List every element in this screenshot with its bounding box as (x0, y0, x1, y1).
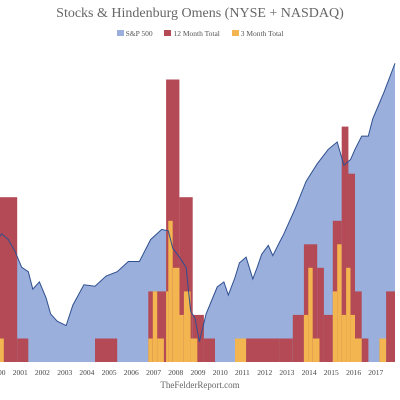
chart-title: Stocks & Hindenburg Omens (NYSE + NASDAQ… (56, 6, 344, 21)
x-tick-label: 2011 (235, 368, 250, 377)
legend-item-3-month: 3 Month Total (231, 29, 284, 38)
omen-12-month-bar (348, 173, 355, 362)
omen-3-month-bar (341, 314, 347, 362)
x-tick-label: 2012 (257, 368, 272, 377)
omen-3-month-bar (350, 314, 355, 362)
omen-12-month-bar (323, 314, 333, 362)
omen-12-month-bar (279, 338, 293, 362)
omen-3-month-bar (168, 220, 173, 362)
omen-3-month-bar (179, 314, 184, 362)
x-tick-label: 2017 (368, 368, 383, 377)
omen-12-month-bar (292, 314, 304, 362)
x-tick-label: 2009 (191, 368, 206, 377)
x-tick-label: 2015 (324, 368, 339, 377)
omen-3-month-bar (379, 338, 387, 362)
legend-swatch-sp500 (116, 30, 124, 37)
x-tick-label: 2002 (35, 368, 50, 377)
sp500-line-layer (0, 63, 396, 342)
omen-3-month-bar (337, 244, 342, 362)
x-tick-label: 2016 (346, 368, 361, 377)
legend-label-sp500: S&P 500 (125, 29, 153, 38)
omen-12-month-bar (355, 291, 362, 362)
legend-swatch-3-month (231, 30, 239, 37)
x-tick-label: 2004 (79, 368, 94, 377)
x-tick-label: 2008 (168, 368, 183, 377)
x-tick-label: 2003 (57, 368, 72, 377)
x-tick-label: 2006 (124, 368, 139, 377)
omen-3-month-bar (332, 291, 338, 362)
omen-12-month-bar (317, 267, 324, 362)
omen-12-month-bar (386, 291, 395, 362)
omen-3-month-bar (308, 267, 313, 362)
omen-3-month-bar (152, 291, 158, 362)
omen-3-month-bar (355, 338, 362, 362)
omen-3-month-series (0, 220, 387, 362)
source-credit: TheFelderReport.com (160, 380, 240, 390)
omen-3-month-bar (346, 267, 351, 362)
omen-3-month-bar (148, 338, 153, 362)
omen-3-month-bar (190, 338, 198, 362)
omen-3-month-bar (0, 338, 4, 362)
x-tick-label: 2000 (0, 368, 6, 377)
x-tick-label: 2010 (213, 368, 228, 377)
omen-3-month-bar (303, 314, 309, 362)
omen-12-month-bar (361, 338, 369, 362)
legend-label-12-month: 12 Month Total (173, 29, 220, 38)
omen-3-month-bar (157, 338, 164, 362)
legend-item-sp500: S&P 500 (116, 29, 153, 38)
chart-plot: 2000 2001 2002 2003 2004 2005 2006 2007 2008 2009… (0, 63, 396, 377)
legend-item-12-month: 12 Month Total (164, 29, 220, 38)
x-tick-label: 2013 (279, 368, 294, 377)
x-tick-label: 2014 (302, 368, 317, 377)
x-tick-label: 2005 (102, 368, 117, 377)
x-tick-label: 2007 (146, 368, 161, 377)
omen-12-month-bar (0, 197, 18, 362)
omen-3-month-bar (172, 267, 180, 362)
omen-12-month-bar (17, 338, 29, 362)
sp500-series (0, 63, 395, 362)
x-axis-ticks: 2000 2001 2002 2003 2004 2005 2006 2007 2008 2009… (0, 368, 384, 377)
omen-12-month-bar (341, 126, 349, 362)
legend-label-3-month: 3 Month Total (240, 29, 284, 38)
omen-3-month-bar (235, 338, 247, 362)
sp500-area (0, 63, 395, 362)
omen-12-month-bar (203, 338, 215, 362)
x-tick-label: 2001 (13, 368, 28, 377)
legend-swatch-12-month (164, 30, 172, 37)
omen-3-month-bar (312, 338, 320, 362)
omen-3-month-bar (183, 291, 191, 362)
sp500-line (0, 63, 396, 342)
chart-legend: S&P 500 12 Month Total 3 Month Total (0, 29, 400, 38)
omen-3-month-bar (166, 291, 169, 362)
omen-12-month-bar (95, 338, 118, 362)
